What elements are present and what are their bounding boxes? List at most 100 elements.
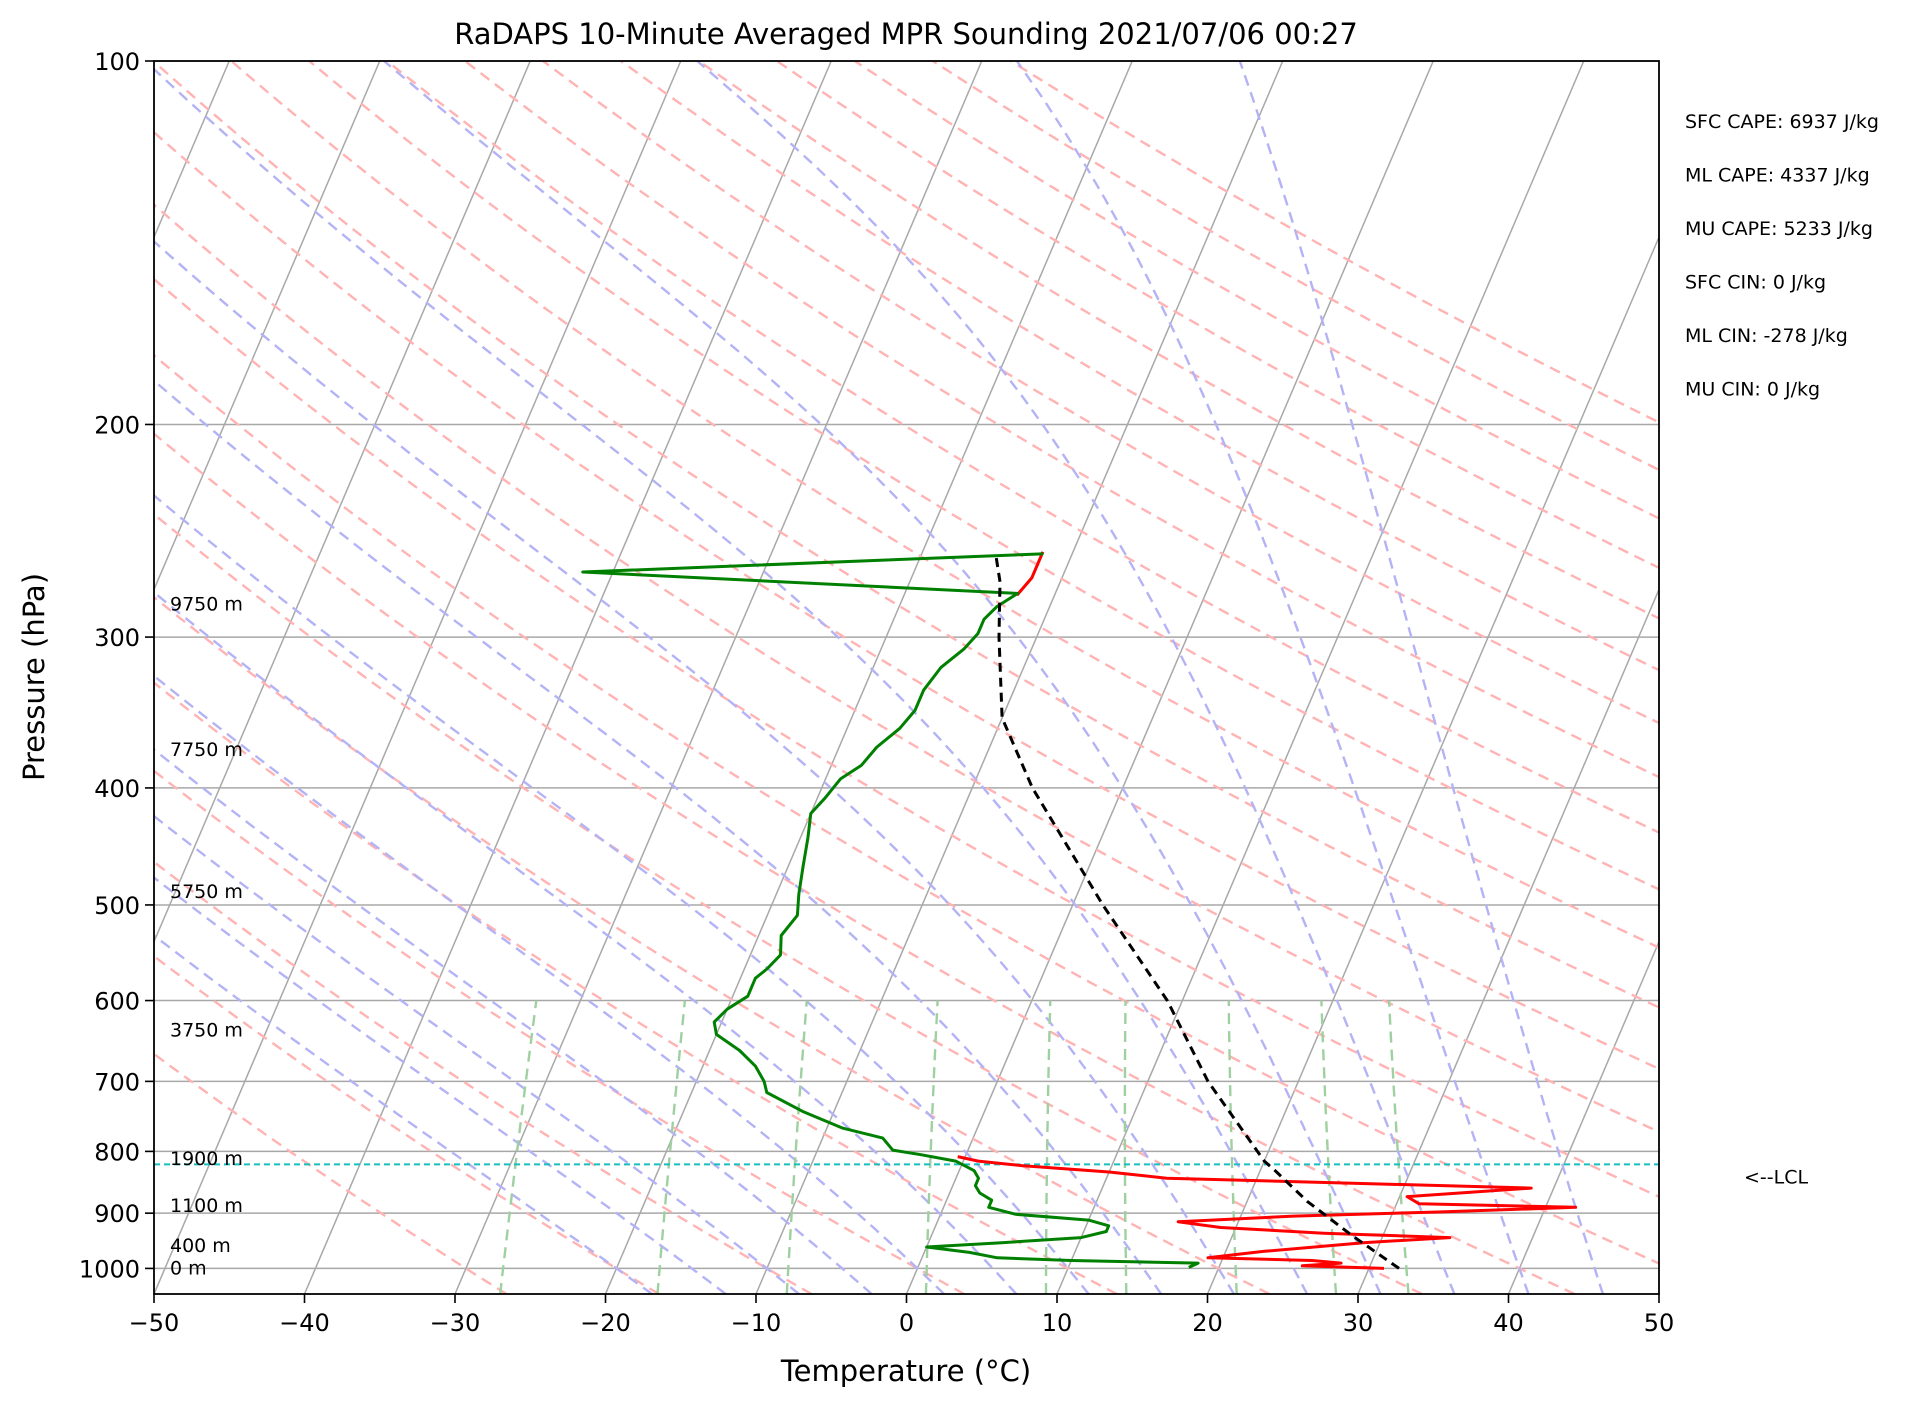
isotherm-line [1056,61,1585,1294]
dry-adiabat-line [1010,61,1659,424]
y-axis-title: Pressure (hPa) [17,573,51,781]
chart-title: RaDAPS 10-Minute Averaged MPR Sounding 2… [454,17,1358,51]
dry-adiabat-line [154,512,1423,1294]
stat-label: SFC CIN: 0 J/kg [1685,272,1826,294]
height-label: 7750 m [170,739,243,761]
y-tick-label: 700 [94,1068,140,1096]
dry-adiabat-line [542,61,1659,725]
y-tick-label: 600 [94,988,140,1016]
isotherm-line [454,61,983,1294]
isotherm-line [154,61,381,592]
dry-adiabat-line [154,353,1659,1265]
moist-adiabat-line [154,239,1235,1294]
y-tick-label: 200 [94,411,140,439]
isotherm-line [303,61,832,1294]
dewpoint-line [581,552,1200,1269]
dry-adiabat-line [308,61,1659,891]
height-label: 0 m [170,1257,207,1279]
height-label: 400 m [170,1235,231,1257]
moist-adiabat-line [154,876,727,1294]
temperature-line [1015,551,1045,597]
x-tick-label: −10 [731,1309,782,1337]
dry-adiabat-line [464,61,1659,779]
dry-adiabat-line [154,1052,508,1294]
stat-label: MU CIN: 0 J/kg [1685,379,1820,401]
dry-adiabat-line [154,203,1659,1134]
dry-adiabat-line [776,61,1659,570]
isotherm-line [154,61,531,944]
parcel-line [994,555,1400,1270]
moist-adiabat-line [154,590,1018,1294]
y-axis: 100 200 300 400 500 600 700 800 900 1000 [79,48,154,1283]
moist-adiabat-line [696,61,1456,1294]
dry-adiabat-line [154,130,1659,1071]
stat-label: ML CAPE: 4337 J/kg [1685,165,1870,187]
moist-adiabat-line [154,379,1163,1294]
x-tick-label: 40 [1493,1309,1524,1337]
x-tick-label: 20 [1192,1309,1223,1337]
dry-adiabat-line [154,432,1576,1294]
y-tick-label: 400 [94,775,140,803]
isotherm-line [1357,587,1659,1294]
dry-adiabat-line [230,61,1659,949]
dry-adiabat-line [698,61,1659,620]
x-tick-label: −30 [430,1309,481,1337]
mixing-ratio-line [1044,1000,1052,1294]
mixing-ratio-line [785,1000,808,1294]
mixing-ratio-line [1227,1000,1238,1294]
y-tick-label: 1000 [79,1255,140,1283]
stat-label: SFC CAPE: 6937 J/kg [1685,111,1879,133]
dry-adiabat-line [386,61,1659,834]
isotherm-line [755,61,1284,1294]
height-label: 1100 m [170,1195,243,1217]
plot-series [154,551,1659,1270]
height-label: 1900 m [170,1148,243,1170]
mixing-ratio-line [924,1000,939,1294]
stat-label: MU CAPE: 5233 J/kg [1685,218,1873,240]
isotherm-line [1507,939,1659,1294]
moist-adiabat-line [154,933,653,1294]
moist-adiabat-line [154,67,1309,1294]
dry-adiabat-line [154,61,1659,1009]
dry-adiabat-line [932,61,1659,472]
isotherm-line [154,61,682,1294]
mixing-ratio-line [1387,1000,1410,1294]
y-tick-label: 300 [94,624,140,652]
y-tick-label: 100 [94,48,140,76]
lcl-label: <--LCL [1744,1166,1808,1188]
x-tick-label: −40 [279,1309,330,1337]
x-tick-label: −50 [129,1309,180,1337]
mixing-ratio-line [1320,1000,1338,1294]
stat-label: ML CIN: -278 J/kg [1685,325,1848,347]
mixing-ratio-line [656,1000,687,1294]
height-label: 9750 m [170,594,243,616]
x-axis-title: Temperature (°C) [780,1354,1031,1388]
moist-adiabat-line [154,674,945,1294]
dry-adiabat-line [154,595,1270,1294]
moist-adiabat-line [1015,61,1530,1294]
dry-adiabat-line [154,954,660,1294]
moist-adiabat-line [1238,61,1604,1294]
y-tick-label: 900 [94,1200,140,1228]
moist-adiabat-line [154,748,873,1294]
dry-adiabat-line [154,681,1118,1294]
x-tick-label: 0 [899,1309,914,1337]
y-tick-label: 500 [94,892,140,920]
plot-background-lines [154,61,1659,1294]
y-tick-label: 800 [94,1138,140,1166]
x-tick-label: −20 [580,1309,631,1337]
x-tick-label: 10 [1042,1309,1073,1337]
moist-adiabat-line [154,493,1090,1294]
moist-adiabat-line [154,814,800,1294]
height-label: 3750 m [170,1019,243,1041]
mixing-ratio-line [499,1000,538,1294]
x-tick-label: 30 [1343,1309,1374,1337]
x-tick-label: 50 [1644,1309,1675,1337]
x-axis: −50 −40 −30 −20 −10 0 10 20 30 40 50 [129,1294,1675,1337]
dry-adiabat-line [154,277,1659,1199]
temperature-line [957,1155,1578,1270]
mixing-ratio-line [1123,1000,1128,1294]
